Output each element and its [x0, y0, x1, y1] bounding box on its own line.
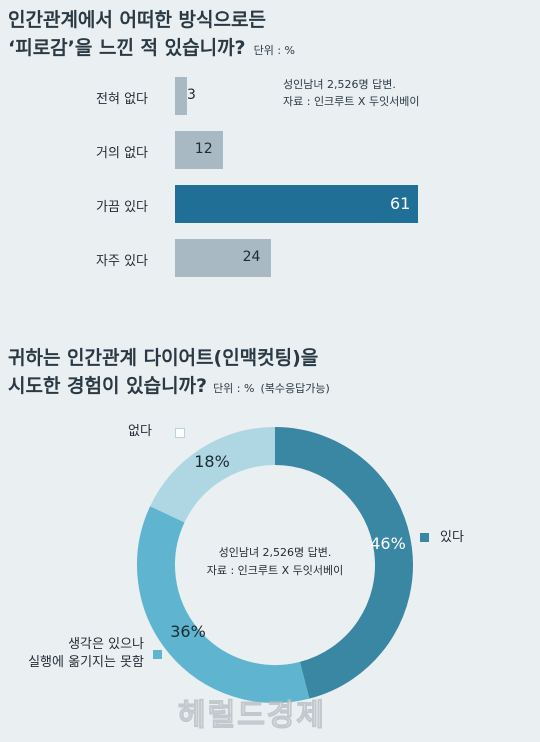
bar-2: [175, 131, 223, 169]
bar-chart-source: 성인남녀 2,526명 답변. 자료 : 인크루트 X 두잇서베이: [283, 76, 420, 110]
bar-value-label: 61: [390, 194, 411, 213]
donut-chart-title-line-1: 귀하는 인간관계 다이어트(인맥컷팅)을: [8, 347, 319, 369]
donut-chart-note: (복수응답가능): [260, 382, 330, 395]
bar-chart-source-line-2: 자료 : 인크루트 X 두잇서베이: [283, 95, 420, 108]
legend-label-intended-line-2: 실행에 옮기지는 못함: [28, 655, 144, 670]
bar-4: [175, 239, 271, 277]
donut-slice-2: [137, 506, 310, 703]
bar-value-label: 24: [242, 249, 261, 265]
donut-slice-3: [150, 427, 276, 523]
bar-chart-unit: 단위 : %: [253, 44, 295, 57]
donut-center-line-1: 성인남녀 2,526명 답변.: [218, 546, 332, 559]
donut-value-label: 46%: [370, 534, 406, 553]
legend-label-none: 없다: [128, 424, 152, 439]
bar-value-label: 12: [194, 141, 213, 157]
donut-value-label: 18%: [194, 452, 230, 471]
bar-category-label: 자주 있다: [96, 254, 148, 269]
donut-value-label: 36%: [170, 622, 206, 641]
legend-label-intended-line-1: 생각은 있으나: [68, 637, 144, 652]
legend-box-yes: [420, 533, 429, 542]
bar-value-label: 3: [186, 87, 196, 103]
bar-chart-source-line-1: 성인남녀 2,526명 답변.: [283, 78, 396, 91]
watermark-text: 헤럴드경제: [178, 698, 326, 734]
donut-center-text: 성인남녀 2,526명 답변. 자료 : 인크루트 X 두잇서베이: [186, 544, 364, 580]
bar-chart-title: 인간관계에서 어떠한 방식으로든 ‘피로감’을 느낀 적 있습니까? 단위 : %: [8, 6, 295, 65]
bar-1: [175, 77, 187, 115]
legend-label-intended: 생각은 있으나 실행에 옮기지는 못함: [10, 636, 144, 672]
donut-center-line-2: 자료 : 인크루트 X 두잇서베이: [206, 564, 344, 577]
bar-chart-title-line-2: ‘피로감’을 느낀 적 있습니까?: [8, 37, 246, 59]
legend-label-yes: 있다: [440, 530, 464, 545]
bar-category-label: 거의 없다: [96, 146, 148, 161]
bar-category-label: 전혀 없다: [96, 92, 148, 107]
donut-chart-title: 귀하는 인간관계 다이어트(인맥컷팅)을 시도한 경험이 있습니까? 단위 : %…: [8, 344, 330, 403]
legend-box-intended: [153, 650, 162, 659]
donut-chart-title-line-2: 시도한 경험이 있습니까?: [8, 375, 208, 397]
bar-3: [175, 185, 418, 223]
legend-box-none: [175, 428, 185, 438]
donut-chart-unit: 단위 : %: [213, 382, 255, 395]
bar-category-label: 가끔 있다: [96, 200, 148, 215]
bar-chart-title-line-1: 인간관계에서 어떠한 방식으로든: [8, 9, 266, 31]
